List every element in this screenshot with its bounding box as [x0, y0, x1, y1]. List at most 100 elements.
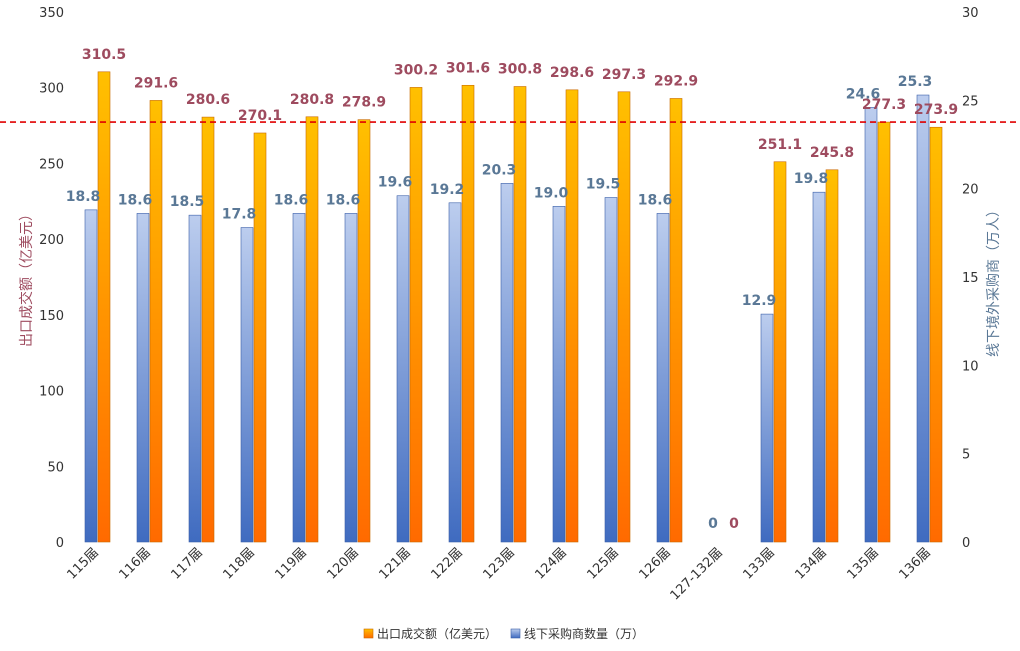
data-label-buyers: 18.6 — [274, 192, 309, 208]
bar-buyers — [864, 107, 878, 543]
y-left-tick-label: 50 — [47, 460, 64, 475]
bar-exports — [201, 116, 215, 543]
data-label-buyers: 18.8 — [66, 189, 101, 205]
bar-buyers — [500, 183, 514, 543]
legend: 出口成交额（亿美元） 线下采购商数量（万） — [363, 626, 644, 641]
legend-label-buyers: 线下采购商数量（万） — [524, 626, 644, 641]
y-left-tick-label: 350 — [39, 6, 64, 21]
bar-exports — [773, 161, 787, 543]
data-label-buyers: 25.3 — [898, 74, 933, 90]
y-left-tick-label: 100 — [39, 385, 64, 400]
bar-exports — [877, 121, 891, 543]
bar-exports — [513, 86, 527, 543]
y-right-tick-label: 15 — [962, 271, 979, 286]
data-label-buyers: 24.6 — [846, 86, 881, 102]
category-label: 116届 — [116, 545, 153, 582]
category-label: 117届 — [168, 545, 205, 582]
data-label-exports: 278.9 — [342, 95, 386, 111]
data-label-buyers: 19.0 — [534, 185, 569, 201]
y-right-tick-label: 0 — [962, 536, 970, 551]
y-right-tick-label: 10 — [962, 359, 979, 374]
y-left-tick-label: 250 — [39, 157, 64, 172]
data-label-buyers: 19.6 — [378, 175, 413, 191]
data-label-exports: 301.6 — [446, 60, 490, 76]
data-label-buyers: 18.5 — [170, 194, 205, 210]
category-label: 121届 — [376, 545, 413, 582]
legend-swatch-exports — [363, 628, 374, 639]
bar-buyers — [84, 209, 98, 543]
data-label-exports: 270.1 — [238, 108, 282, 124]
y-left-tick-label: 150 — [39, 309, 64, 324]
category-label: 122届 — [428, 545, 465, 582]
bars-layer — [84, 71, 943, 543]
y-right-tick-label: 30 — [962, 6, 979, 21]
bar-exports — [929, 126, 943, 543]
category-label: 123届 — [480, 545, 517, 582]
bar-exports — [97, 71, 111, 543]
data-label-exports: 297.3 — [602, 67, 646, 83]
y-axis-right-title: 线下境外采购商（万人） — [986, 203, 1002, 357]
bar-buyers — [552, 206, 566, 543]
bar-buyers — [396, 195, 410, 543]
category-label: 119届 — [272, 545, 309, 582]
data-label-buyers: 19.2 — [430, 182, 465, 198]
bar-buyers — [136, 213, 150, 543]
y-left-tick-label: 0 — [56, 536, 64, 551]
legend-label-exports: 出口成交额（亿美元） — [377, 626, 497, 641]
bar-exports — [253, 132, 267, 543]
bar-exports — [461, 84, 475, 543]
data-label-exports: 300.2 — [394, 62, 438, 78]
bar-exports — [305, 116, 319, 543]
category-label: 115届 — [64, 545, 101, 582]
y-axis-right-ticks: 0 5 10 15 20 25 30 — [962, 6, 979, 551]
bar-exports — [669, 98, 683, 543]
data-labels-layer: 18.8 310.5 18.6 291.6 18.5 280.6 17.8 270.1 18.6… — [66, 47, 958, 532]
data-label-exports: 0 — [729, 516, 739, 532]
data-label-buyers: 18.6 — [638, 192, 673, 208]
y-left-tick-label: 300 — [39, 82, 64, 97]
y-right-tick-label: 25 — [962, 94, 979, 109]
category-label: 126届 — [636, 545, 673, 582]
data-label-buyers: 18.6 — [326, 192, 361, 208]
category-label: 118届 — [220, 545, 257, 582]
data-label-exports: 280.8 — [290, 92, 334, 108]
category-label: 127-132届 — [668, 545, 726, 603]
data-label-exports: 251.1 — [758, 137, 802, 153]
y-axis-left-ticks: 0 50 100 150 200 250 300 350 — [39, 6, 64, 551]
category-label: 125届 — [584, 545, 621, 582]
category-label: 120届 — [324, 545, 361, 582]
bar-buyers — [812, 191, 826, 543]
category-label: 133届 — [740, 545, 777, 582]
bar-buyers — [656, 213, 670, 543]
data-label-exports: 292.9 — [654, 73, 698, 89]
data-label-exports: 245.8 — [810, 145, 854, 161]
bar-buyers — [344, 213, 358, 543]
legend-swatch-buyers — [510, 628, 521, 639]
data-label-exports: 310.5 — [82, 47, 126, 63]
data-label-exports: 298.6 — [550, 65, 594, 81]
data-label-buyers: 0 — [708, 516, 718, 532]
data-label-exports: 300.8 — [498, 62, 542, 78]
y-right-tick-label: 5 — [962, 448, 970, 463]
data-label-exports: 273.9 — [914, 102, 958, 118]
bar-exports — [149, 100, 163, 543]
bar-exports — [617, 91, 631, 543]
data-label-buyers: 19.8 — [794, 171, 829, 187]
data-label-buyers: 17.8 — [222, 207, 257, 223]
bar-buyers — [604, 197, 618, 543]
data-label-exports: 280.6 — [186, 92, 230, 108]
bar-buyers — [760, 313, 774, 543]
data-label-buyers: 20.3 — [482, 162, 517, 178]
category-label: 135届 — [844, 545, 881, 582]
y-axis-left-title: 出口成交额（亿美元） — [18, 207, 35, 347]
bar-buyers — [292, 213, 306, 543]
bar-exports — [357, 119, 371, 543]
data-label-exports: 277.3 — [862, 97, 906, 113]
category-labels: 115届 116届 117届 118届 119届 120届 121届 122届 123届 124届… — [64, 545, 933, 603]
bar-buyers — [448, 202, 462, 543]
data-label-exports: 291.6 — [134, 75, 178, 91]
y-left-tick-label: 200 — [39, 233, 64, 248]
data-label-buyers: 19.5 — [586, 177, 621, 193]
bar-buyers — [188, 214, 202, 543]
